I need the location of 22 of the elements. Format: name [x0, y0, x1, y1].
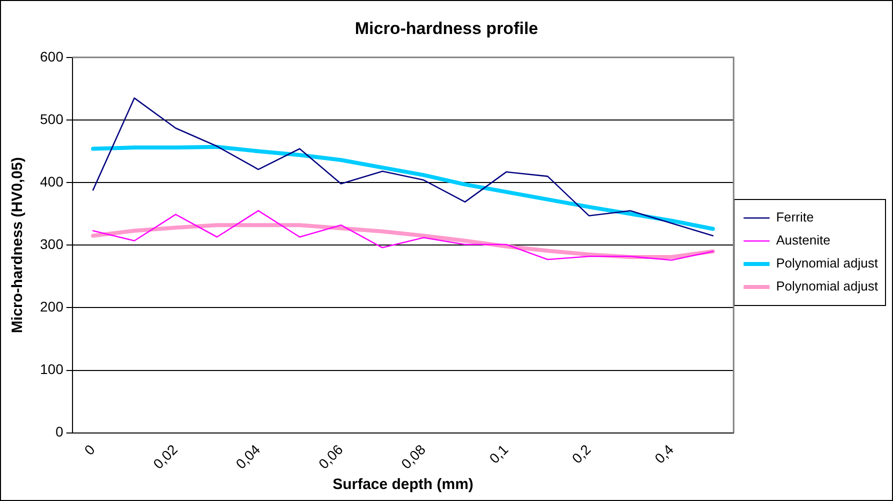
x-tick-label: 0,02 [150, 441, 181, 472]
x-tick-label: 0,4 [651, 441, 677, 466]
x-axis-title: Surface depth (mm) [332, 476, 474, 494]
legend-label: Ferrite [776, 210, 814, 225]
y-axis-title: Micro-hardness (HV0,05) [9, 157, 26, 334]
y-tick-label: 100 [40, 361, 64, 378]
legend-label: Austenite [776, 232, 830, 248]
x-tick-label: 0,04 [232, 441, 264, 472]
y-tick-label: 500 [40, 110, 64, 127]
x-tick-label: 0,08 [398, 441, 429, 472]
x-tick-label: 0,06 [315, 441, 346, 472]
x-tick-label: 0 [81, 441, 98, 458]
legend-label: Polynomial adjust [776, 278, 878, 294]
y-tick-label: 300 [40, 236, 64, 252]
y-tick-label: 200 [40, 298, 64, 315]
chart-title: Micro-hardness profile [354, 18, 538, 38]
x-tick-label: 0,1 [486, 441, 512, 466]
legend-label: Polynomial adjust [776, 256, 878, 271]
x-tick-label: 0,2 [568, 441, 594, 466]
y-tick-label: 600 [40, 48, 64, 64]
y-tick-label: 400 [40, 173, 64, 190]
y-tick-label: 0 [56, 424, 64, 440]
